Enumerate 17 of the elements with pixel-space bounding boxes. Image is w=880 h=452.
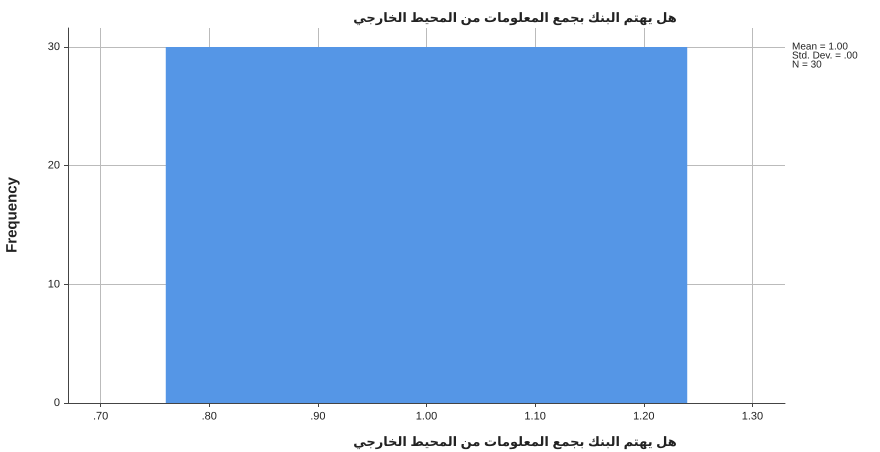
x-axis-title: هل يهتم البنك بجمع المعلومات من المحيط الخارجي	[353, 434, 677, 450]
text: N = 30	[792, 60, 822, 70]
y-tick-label: 20	[48, 160, 60, 172]
y-tick-label: 30	[48, 40, 60, 53]
x-tick-label: .70	[92, 410, 108, 422]
x-tick-label: .90	[310, 410, 326, 422]
y-axis-title: Frequency	[4, 176, 20, 253]
y-tick-label: 10	[48, 278, 60, 290]
chart-title: هل يهتم البنك بجمع المعلومات من المحيط الخارجي	[353, 10, 677, 26]
x-tick-label: 1.30	[742, 410, 764, 422]
y-tick-label: 0	[54, 397, 60, 409]
x-tick-label: 1.00	[416, 410, 438, 422]
x-tick-label: 1.10	[524, 410, 546, 422]
text: Std. Dev. = .00	[792, 50, 858, 62]
x-tick-label: 1.20	[633, 410, 654, 422]
text: Mean = 1.00	[792, 42, 848, 52]
x-tick-label: .80	[202, 410, 217, 422]
